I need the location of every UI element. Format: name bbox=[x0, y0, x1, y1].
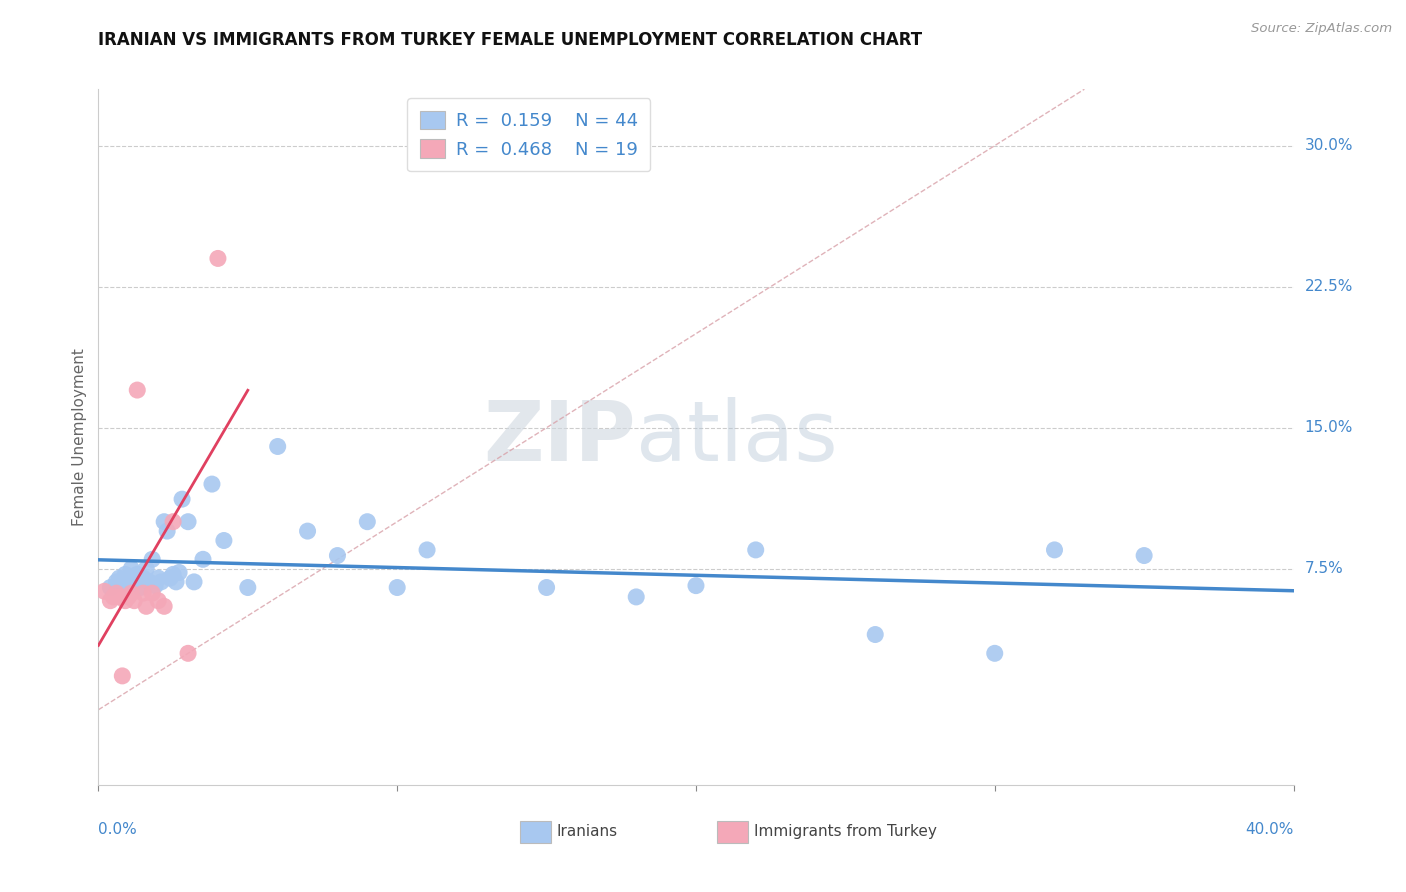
Text: Immigrants from Turkey: Immigrants from Turkey bbox=[754, 824, 936, 838]
Point bbox=[201, 477, 224, 491]
Point bbox=[326, 549, 349, 563]
Point bbox=[356, 515, 378, 529]
Text: 30.0%: 30.0% bbox=[1305, 138, 1353, 153]
Point bbox=[135, 562, 157, 576]
Y-axis label: Female Unemployment: Female Unemployment bbox=[72, 348, 87, 526]
Legend: R =  0.159    N = 44, R =  0.468    N = 19: R = 0.159 N = 44, R = 0.468 N = 19 bbox=[406, 98, 651, 171]
Point bbox=[207, 252, 229, 266]
Point bbox=[297, 524, 319, 538]
Point bbox=[624, 590, 647, 604]
Point bbox=[111, 669, 134, 683]
Point bbox=[267, 440, 290, 454]
Point bbox=[156, 524, 179, 538]
Point bbox=[103, 590, 125, 604]
Point bbox=[385, 581, 409, 595]
Text: Source: ZipAtlas.com: Source: ZipAtlas.com bbox=[1251, 22, 1392, 36]
Text: 0.0%: 0.0% bbox=[98, 822, 138, 837]
Point bbox=[98, 593, 122, 607]
Point bbox=[124, 574, 146, 589]
Text: 7.5%: 7.5% bbox=[1305, 561, 1343, 576]
Point bbox=[141, 586, 163, 600]
Point bbox=[132, 571, 155, 585]
Point bbox=[141, 552, 163, 566]
Point bbox=[1133, 549, 1156, 563]
Point bbox=[150, 574, 173, 589]
Point bbox=[212, 533, 235, 548]
Point bbox=[153, 599, 176, 614]
Point bbox=[108, 571, 131, 585]
Point bbox=[98, 581, 122, 595]
Point bbox=[162, 515, 184, 529]
Text: Iranians: Iranians bbox=[557, 824, 617, 838]
Point bbox=[143, 579, 166, 593]
Point bbox=[183, 574, 205, 589]
Text: ZIP: ZIP bbox=[484, 397, 636, 477]
Point bbox=[93, 584, 115, 599]
Point bbox=[120, 586, 142, 600]
Point bbox=[111, 576, 134, 591]
Point bbox=[1043, 542, 1066, 557]
Point bbox=[165, 574, 187, 589]
Point bbox=[536, 581, 558, 595]
Point bbox=[172, 492, 194, 507]
Point bbox=[148, 571, 170, 585]
Point bbox=[177, 646, 200, 660]
Text: 40.0%: 40.0% bbox=[1246, 822, 1294, 837]
Text: 15.0%: 15.0% bbox=[1305, 420, 1353, 435]
Point bbox=[127, 567, 149, 582]
Point bbox=[159, 571, 181, 585]
Point bbox=[191, 552, 214, 566]
Point bbox=[108, 590, 131, 604]
Point bbox=[685, 579, 707, 593]
Text: IRANIAN VS IMMIGRANTS FROM TURKEY FEMALE UNEMPLOYMENT CORRELATION CHART: IRANIAN VS IMMIGRANTS FROM TURKEY FEMALE… bbox=[98, 31, 922, 49]
Point bbox=[127, 383, 149, 397]
Point bbox=[865, 627, 887, 641]
Point bbox=[167, 566, 190, 580]
Point bbox=[177, 515, 200, 529]
Point bbox=[983, 646, 1005, 660]
Point bbox=[105, 574, 128, 589]
Point bbox=[117, 590, 139, 604]
Point bbox=[114, 567, 136, 582]
Point bbox=[148, 593, 170, 607]
Point bbox=[105, 586, 128, 600]
Point bbox=[124, 593, 146, 607]
Point bbox=[416, 542, 439, 557]
Point bbox=[114, 593, 136, 607]
Point bbox=[236, 581, 259, 595]
Point bbox=[138, 574, 160, 589]
Point bbox=[129, 581, 152, 595]
Point bbox=[153, 515, 176, 529]
Point bbox=[162, 567, 184, 582]
Point bbox=[120, 562, 142, 576]
Text: 22.5%: 22.5% bbox=[1305, 279, 1353, 294]
Point bbox=[132, 586, 155, 600]
Text: atlas: atlas bbox=[636, 397, 838, 477]
Point bbox=[117, 574, 139, 589]
Point bbox=[745, 542, 768, 557]
Point bbox=[135, 599, 157, 614]
